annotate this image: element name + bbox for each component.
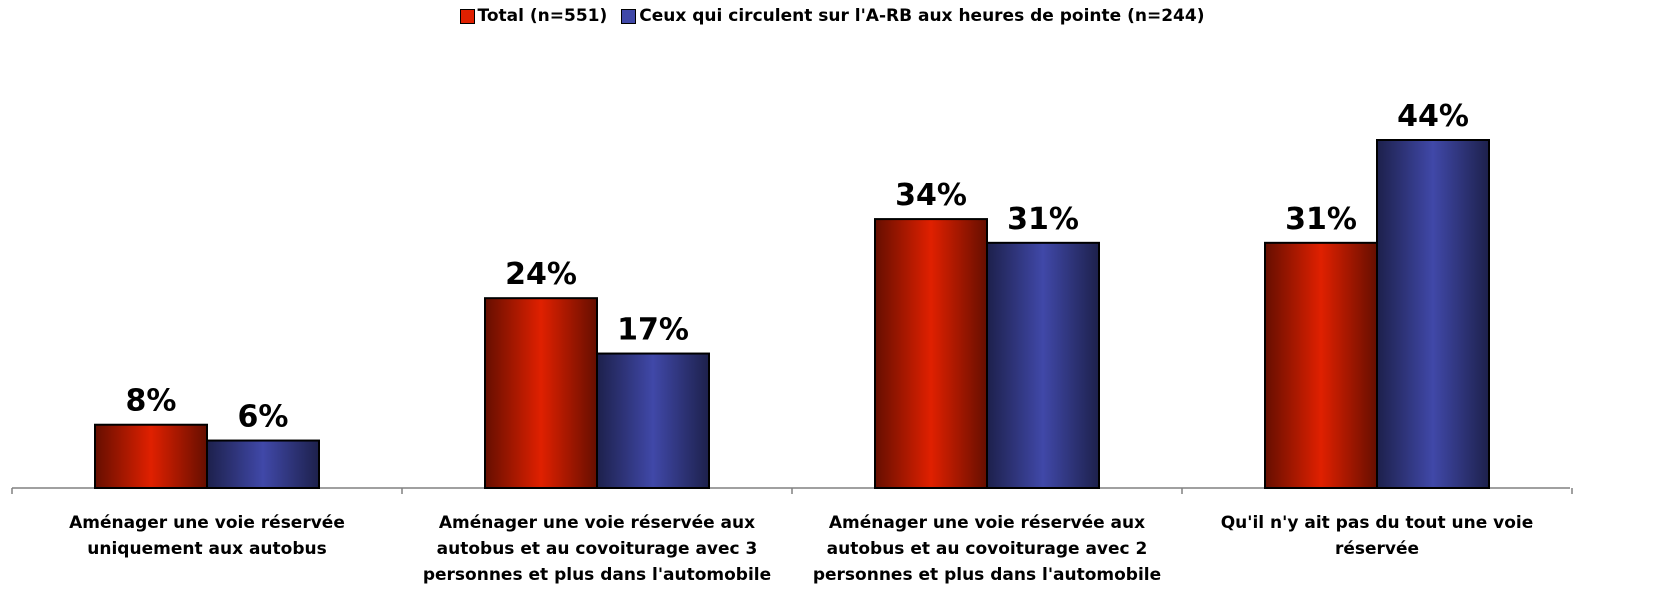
data-label: 24% [505, 257, 577, 292]
legend-swatch [459, 8, 475, 24]
legend-label: Total (n=551) [477, 6, 608, 26]
bar-shade [206, 439, 320, 489]
bar-shade [986, 241, 1100, 489]
legend-label: Ceux qui circulent sur l'A-RB aux heures… [639, 6, 1205, 26]
data-label: 8% [126, 384, 177, 419]
x-tick-label: Qu'il n'y ait pas du tout une voie réser… [1220, 513, 1534, 559]
bar-shade [484, 297, 598, 489]
bar-shade [1376, 139, 1490, 489]
data-label: 17% [617, 313, 689, 348]
data-label: 34% [895, 178, 967, 213]
bar-shade [874, 218, 988, 489]
legend-item: Ceux qui circulent sur l'A-RB aux heures… [621, 6, 1204, 26]
legend-item: Total (n=551) [459, 6, 608, 26]
data-label: 44% [1397, 99, 1469, 134]
data-label: 6% [238, 400, 289, 435]
x-tick-label: Aménager une voie réservée aux autobus e… [812, 513, 1162, 585]
bar-shade [94, 423, 208, 489]
x-tick-label: Aménager une voie réservée uniquement au… [69, 513, 345, 559]
legend-swatch [621, 8, 637, 24]
bar-shade [596, 352, 710, 489]
data-label: 31% [1007, 202, 1079, 237]
bar-shade [1264, 241, 1378, 489]
data-label: 31% [1285, 202, 1357, 237]
legend: Total (n=551) Ceux qui circulent sur l'A-… [0, 6, 1664, 26]
x-tick-label: Aménager une voie réservée aux autobus e… [422, 513, 772, 585]
